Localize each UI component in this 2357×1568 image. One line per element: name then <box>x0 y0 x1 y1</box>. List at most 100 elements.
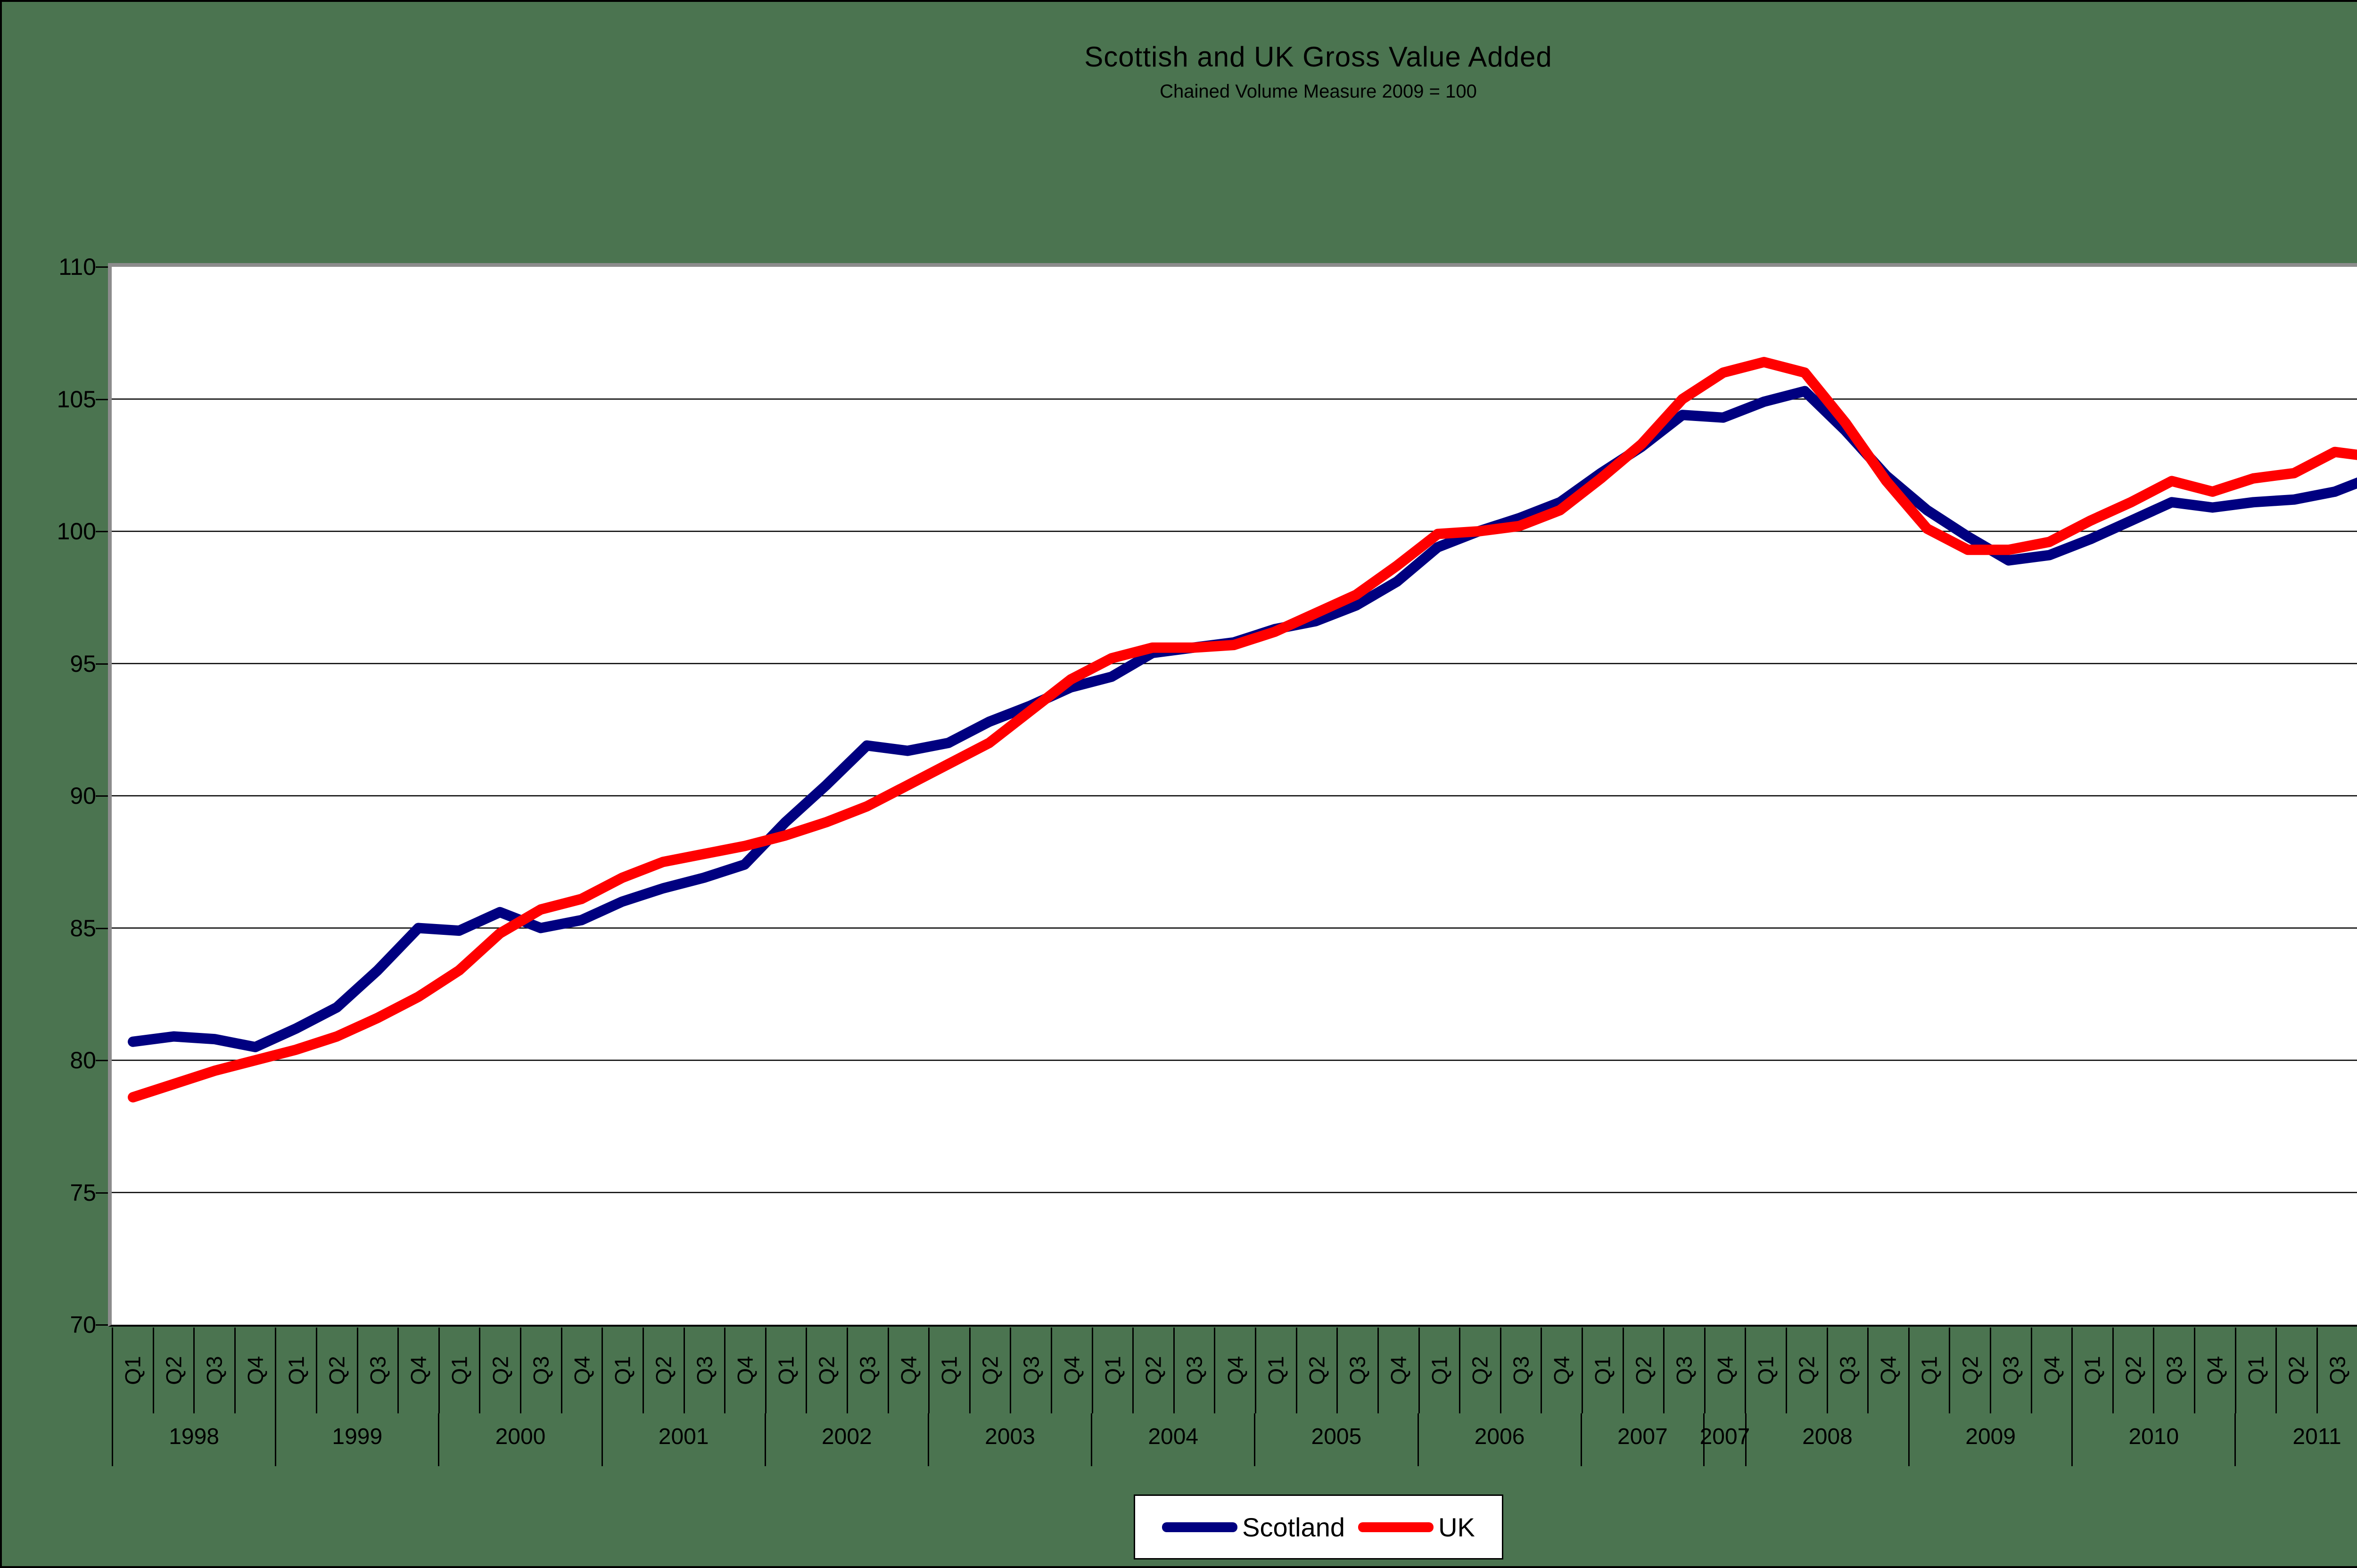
x-axis-quarter-label: Q4 <box>1052 1328 1093 1413</box>
x-axis-quarter-label: Q1 <box>603 1328 644 1413</box>
series-line-scotland <box>128 386 2357 1052</box>
x-axis-year-label-2011-14: 2011 <box>2236 1413 2357 1466</box>
y-axis-label-80: 80 <box>70 1047 96 1073</box>
x-axis-quarter-label: Q2 <box>1950 1328 1992 1413</box>
x-axis-quarter-label: Q2 <box>1787 1328 1828 1413</box>
x-axis-quarter-label: Q4 <box>1542 1328 1583 1413</box>
y-axis-tick <box>96 398 112 400</box>
y-axis-label-90: 90 <box>70 783 96 809</box>
x-axis-quarter-label: Q1 <box>113 1328 154 1413</box>
x-axis-quarter-label: Q3 <box>1828 1328 1869 1413</box>
x-axis-quarter-label: Q2 <box>2114 1328 2155 1413</box>
x-axis-quarter-label: Q2 <box>480 1328 522 1413</box>
legend-item-uk: UK <box>1358 1512 1475 1543</box>
y-axis-label-70: 70 <box>70 1312 96 1338</box>
x-axis-quarter-label: Q1 <box>440 1328 481 1413</box>
x-axis-quarter-label: Q4 <box>889 1328 930 1413</box>
x-axis-quarter-label: Q3 <box>358 1328 399 1413</box>
x-axis-quarter-label: Q3 <box>1338 1328 1379 1413</box>
x-axis-quarter-label: Q3 <box>195 1328 236 1413</box>
y-axis-tick <box>96 795 112 797</box>
x-axis-quarter-label: Q2 <box>807 1328 848 1413</box>
x-axis-quarter-label: Q1 <box>2073 1328 2114 1413</box>
x-axis-quarter-label: Q3 <box>685 1328 726 1413</box>
x-axis-quarter-label: Q1 <box>1746 1328 1787 1413</box>
x-axis-quarter-label: Q1 <box>1420 1328 1461 1413</box>
x-axis-quarter-label: Q4 <box>562 1328 603 1413</box>
x-axis-quarter-label: Q4 <box>399 1328 440 1413</box>
y-axis-tick <box>96 663 112 665</box>
x-axis-quarter-label: Q4 <box>236 1328 277 1413</box>
chart-title: Scottish and UK Gross Value Added <box>1084 41 1552 73</box>
x-axis-year-label-2010-13: 2010 <box>2073 1413 2236 1466</box>
x-axis-quarter-label: Q4 <box>1379 1328 1420 1413</box>
x-axis-year-label-2009-12: 2009 <box>1910 1413 2073 1466</box>
x-axis-quarter-label: Q3 <box>1991 1328 2032 1413</box>
x-axis-year-band: 1998 1999 2000 2001 2002 2003 2004 2005 2006 2007… <box>112 1413 2357 1466</box>
y-axis-label-105: 105 <box>57 386 96 413</box>
x-axis-quarter-label: Q2 <box>1460 1328 1501 1413</box>
x-axis-year-label-2005-7: 2005 <box>1255 1413 1419 1466</box>
y-axis-tick <box>96 1324 112 1326</box>
x-axis-quarter-label: Q2 <box>1624 1328 1665 1413</box>
y-axis-tick <box>96 531 112 532</box>
y-axis-tick <box>96 927 112 929</box>
legend: Scotland UK <box>1134 1494 1503 1560</box>
plot-svg <box>112 357 2357 1193</box>
x-axis-year-label-1999-1: 1999 <box>276 1413 440 1466</box>
x-axis-quarter-label: Q3 <box>848 1328 889 1413</box>
x-axis-quarter-label: Q4 <box>1215 1328 1257 1413</box>
x-axis-quarter-label: Q4 <box>725 1328 766 1413</box>
x-axis-quarter-label: Q1 <box>1256 1328 1297 1413</box>
legend-item-scotland: Scotland <box>1162 1512 1345 1543</box>
x-axis-quarter-label: Q2 <box>971 1328 1012 1413</box>
x-axis-quarter-label: Q3 <box>2154 1328 2196 1413</box>
legend-swatch-uk <box>1358 1522 1434 1532</box>
x-axis-quarter-label: Q3 <box>1501 1328 1542 1413</box>
x-axis-quarter-label: Q3 <box>1665 1328 1706 1413</box>
chart-subtitle: Chained Volume Measure 2009 = 100 <box>1160 81 1477 102</box>
legend-label: UK <box>1438 1512 1475 1542</box>
x-axis-year-label-2002-4: 2002 <box>766 1413 929 1466</box>
y-axis-tick <box>96 1060 112 1061</box>
x-axis-quarter-label: Q1 <box>766 1328 808 1413</box>
y-axis-tick <box>96 266 112 268</box>
x-axis-quarter-label: Q2 <box>154 1328 195 1413</box>
x-axis-quarter-band: Q1 Q2 Q3 Q4 Q1 Q2 Q3 Q4 Q1 Q2 Q3 Q4 Q1 Q2 Q3 Q4 Q1 Q2 Q3 Q4… <box>112 1328 2357 1413</box>
plot-area <box>108 263 2357 1327</box>
x-axis-quarter-label: Q1 <box>2236 1328 2277 1413</box>
x-axis-year-label-2001-3: 2001 <box>603 1413 766 1466</box>
x-axis-quarter-label: Q1 <box>1093 1328 1134 1413</box>
x-axis-quarter-label: Q4 <box>1869 1328 1910 1413</box>
x-axis-quarter-label: Q3 <box>1011 1328 1053 1413</box>
y-axis-label-75: 75 <box>70 1179 96 1206</box>
x-axis-year-label-2006-8: 2006 <box>1419 1413 1582 1466</box>
y-axis-tick <box>96 1192 112 1194</box>
x-axis-year-label-2004-6: 2004 <box>1092 1413 1256 1466</box>
x-axis-quarter-label: Q3 <box>2318 1328 2357 1413</box>
y-axis-label-100: 100 <box>57 518 96 545</box>
y-axis-label-95: 95 <box>70 650 96 677</box>
y-axis-label-85: 85 <box>70 915 96 941</box>
x-axis-quarter-label: Q4 <box>2032 1328 2073 1413</box>
x-axis-quarter-label: Q1 <box>1583 1328 1624 1413</box>
x-axis-year-label-2007-9: 2007 <box>1582 1413 1705 1466</box>
x-axis-year-label-2003-5: 2003 <box>929 1413 1093 1466</box>
x-axis-quarter-label: Q2 <box>1134 1328 1175 1413</box>
x-axis-quarter-label: Q2 <box>2277 1328 2318 1413</box>
x-axis-quarter-label: Q1 <box>276 1328 318 1413</box>
x-axis-quarter-label: Q2 <box>1297 1328 1338 1413</box>
y-axis-label-110: 110 <box>58 254 96 280</box>
x-axis-quarter-label: Q3 <box>521 1328 562 1413</box>
x-axis-quarter-label: Q2 <box>644 1328 685 1413</box>
x-axis-year-label-2008-11: 2008 <box>1747 1413 1910 1466</box>
x-axis-quarter-label: Q3 <box>1175 1328 1216 1413</box>
x-axis-quarter-label: Q1 <box>1910 1328 1951 1413</box>
x-axis-quarter-label: Q4 <box>2195 1328 2236 1413</box>
x-axis-quarter-label: Q1 <box>930 1328 971 1413</box>
x-axis-year-label-1998-0: 1998 <box>113 1413 277 1466</box>
x-axis-quarter-label: Q4 <box>1706 1328 1747 1413</box>
legend-label: Scotland <box>1242 1512 1345 1542</box>
legend-swatch-scotland <box>1162 1522 1238 1532</box>
